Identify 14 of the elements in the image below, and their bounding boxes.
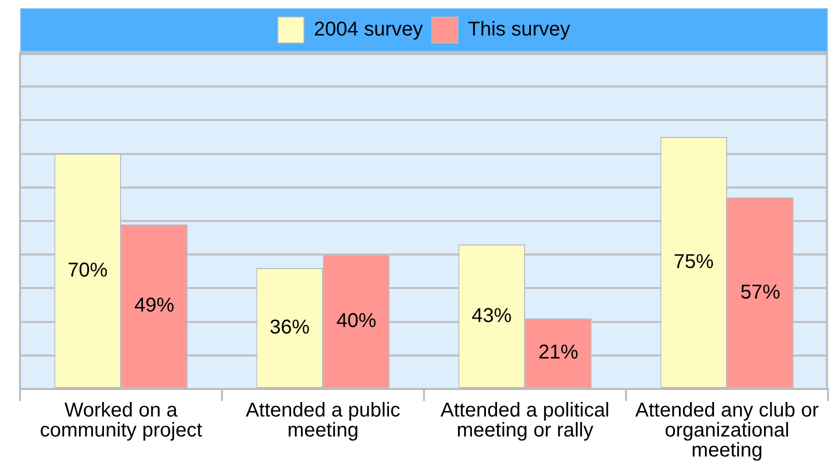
data-label: 75% (674, 251, 714, 274)
legend-label: 2004 survey (314, 18, 423, 41)
data-label: 49% (134, 294, 175, 317)
x-tick-label: Worked on a community project (40, 400, 203, 442)
data-label: 70% (68, 259, 108, 282)
legend-label: This survey (468, 18, 570, 41)
x-tick-label: Attended any club or organizational meeting (635, 400, 820, 462)
data-label: 21% (538, 342, 579, 364)
data-label: 40% (336, 310, 377, 332)
data-label: 57% (740, 281, 781, 304)
data-label: 43% (472, 304, 512, 327)
x-tick-label: Attended a public meeting (246, 400, 400, 442)
data-label: 36% (270, 316, 310, 339)
x-tick-label: Attended a political meeting or rally (440, 400, 610, 442)
